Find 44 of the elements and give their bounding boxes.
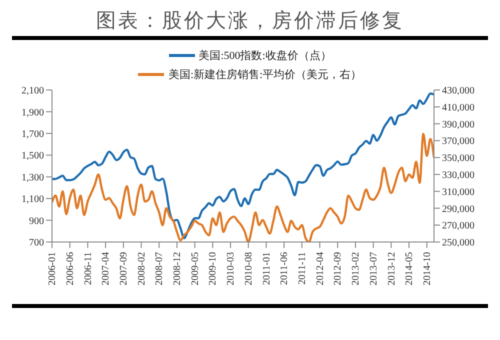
y2-tick-label: 310,000 [442, 186, 474, 198]
x-tick-label: 2006-01 [47, 252, 58, 286]
x-tick-label: 2008-02 [136, 252, 148, 286]
y-tick-label: 1,700 [22, 128, 44, 140]
y2-tick-label: 330,000 [442, 170, 474, 181]
y2-tick-label: 290,000 [442, 204, 474, 215]
x-tick-label: 2009-10 [208, 252, 219, 286]
legend-label: 美国:新建住房销售:平均价（美元，右） [168, 68, 362, 82]
y-tick-label: 700 [29, 238, 44, 249]
x-tick-label: 2011-06 [279, 252, 290, 285]
y-tick-label: 1,300 [22, 172, 44, 184]
y2-tick-label: 270,000 [442, 220, 474, 232]
x-tick-label: 2010-08 [243, 252, 254, 286]
x-tick-label: 2012-09 [332, 252, 344, 286]
x-tick-label: 2014-10 [422, 252, 433, 286]
x-tick-label: 2013-02 [350, 252, 362, 286]
y-tick-label: 900 [29, 216, 44, 227]
y2-tick-label: 250,000 [442, 238, 474, 249]
y2-tick-label: 410,000 [442, 102, 474, 114]
x-tick-label: 2008-12 [172, 252, 184, 286]
x-tick-label: 2011-11 [297, 252, 308, 285]
chart-title: 图表：股价大涨，房价滞后修复 [95, 9, 405, 34]
x-tick-label: 2009-05 [190, 252, 201, 286]
y2-tick-label: 430,000 [442, 86, 474, 97]
x-tick-label: 2007-09 [118, 252, 130, 286]
x-tick-label: 2008-07 [154, 252, 166, 286]
x-tick-label: 2012-04 [314, 252, 326, 286]
y-tick-label: 1,900 [22, 107, 44, 118]
y-tick-label: 2,100 [22, 86, 44, 97]
y-tick-label: 1,100 [22, 194, 44, 206]
x-tick-label: 2014-05 [404, 252, 416, 286]
y2-tick-label: 370,000 [442, 136, 474, 148]
y-tick-label: 1,500 [22, 150, 44, 162]
x-tick-label: 2010-03 [226, 252, 237, 286]
x-tick-label: 2011-01 [261, 252, 272, 285]
x-tick-label: 2013-12 [386, 252, 398, 286]
y2-tick-label: 350,000 [442, 153, 474, 164]
x-tick-label: 2013-07 [368, 252, 380, 286]
x-tick-label: 2006-11 [82, 252, 94, 285]
x-tick-label: 2006-06 [64, 252, 76, 286]
legend-label: 美国:500指数:收盘价（点） [198, 48, 332, 63]
line-series [52, 92, 434, 240]
y2-tick-label: 390,000 [442, 119, 474, 130]
x-tick-label: 2007-04 [100, 252, 112, 286]
